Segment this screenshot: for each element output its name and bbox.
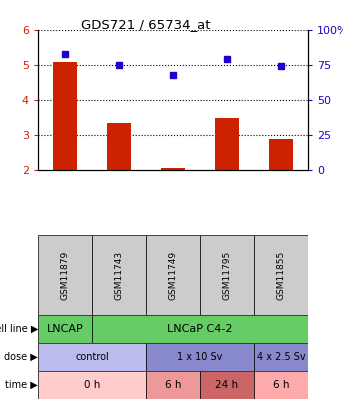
Bar (269, 139, 293, 170)
Bar (254, 343, 308, 371)
Text: GSM11879: GSM11879 (60, 250, 70, 300)
Text: GDS721 / 65734_at: GDS721 / 65734_at (81, 18, 211, 31)
Bar (53, 62, 77, 170)
Text: GSM11743: GSM11743 (115, 250, 123, 300)
Text: 6 h: 6 h (273, 380, 289, 390)
Bar (146, 235, 200, 315)
Bar (92, 315, 308, 343)
Bar (161, 168, 185, 170)
Bar (200, 235, 254, 315)
Bar (107, 123, 131, 170)
Text: control: control (75, 352, 109, 362)
Bar (215, 117, 239, 170)
Text: LNCAP: LNCAP (47, 324, 83, 334)
Bar (38, 235, 92, 315)
Text: GSM11855: GSM11855 (276, 250, 285, 300)
Text: 0 h: 0 h (84, 380, 100, 390)
Bar (38, 315, 92, 343)
Text: GSM11749: GSM11749 (168, 250, 177, 300)
Text: dose ▶: dose ▶ (4, 352, 38, 362)
Bar (92, 235, 146, 315)
Bar (146, 371, 200, 399)
Text: LNCaP C4-2: LNCaP C4-2 (167, 324, 233, 334)
Bar (254, 371, 308, 399)
Text: 1 x 10 Sv: 1 x 10 Sv (177, 352, 223, 362)
Text: 6 h: 6 h (165, 380, 181, 390)
Text: cell line ▶: cell line ▶ (0, 324, 38, 334)
Bar (146, 343, 254, 371)
Text: 4 x 2.5 Sv: 4 x 2.5 Sv (257, 352, 305, 362)
Bar (38, 343, 146, 371)
Text: time ▶: time ▶ (5, 380, 38, 390)
Bar (254, 235, 308, 315)
Bar (38, 371, 146, 399)
Text: GSM11795: GSM11795 (223, 250, 232, 300)
Text: 24 h: 24 h (215, 380, 239, 390)
Bar (200, 371, 254, 399)
